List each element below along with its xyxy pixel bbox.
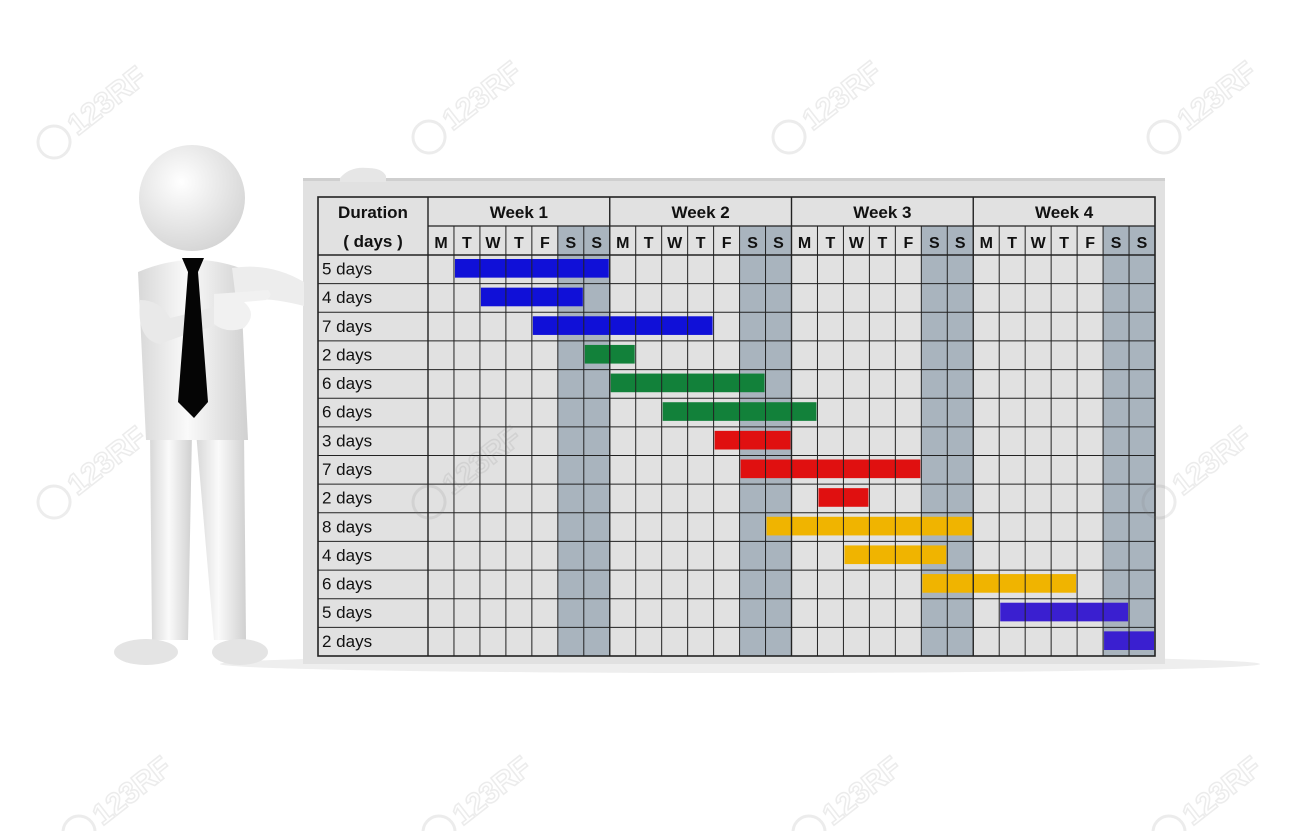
task-duration-label: 3 days xyxy=(322,431,372,450)
watermark-text: 123RF xyxy=(797,55,888,136)
day-letter: T xyxy=(644,235,654,252)
watermark-mark: 123RF xyxy=(421,750,539,831)
week-header: Week 1 xyxy=(490,203,548,222)
figure-left-leg xyxy=(150,432,192,640)
task-duration-label: 2 days xyxy=(322,489,372,508)
board-edge-shade xyxy=(303,178,1165,181)
task-bar xyxy=(740,459,921,479)
day-letter: S xyxy=(929,235,940,252)
day-letter: F xyxy=(903,235,913,252)
presenter-figure xyxy=(114,145,386,665)
watermark-mark: 123RF xyxy=(36,420,154,520)
watermark-text: 123RF xyxy=(87,750,178,831)
week-header: Week 4 xyxy=(1035,203,1094,222)
task-duration-label: 2 days xyxy=(322,632,372,651)
weekend-column xyxy=(1129,226,1155,656)
figure-right-foot xyxy=(212,639,268,665)
watermark-text: 123RF xyxy=(62,420,153,501)
day-letter: S xyxy=(565,235,576,252)
day-letter: M xyxy=(434,235,447,252)
watermark-mark: 123RF xyxy=(771,55,889,155)
watermark-mark: 123RF xyxy=(61,750,179,831)
watermark-text: 123RF xyxy=(62,60,153,141)
watermark-camera-icon xyxy=(61,814,97,831)
watermark-mark: 123RF xyxy=(1146,55,1264,155)
watermark-mark: 123RF xyxy=(411,55,529,155)
task-duration-label: 7 days xyxy=(322,317,372,336)
watermark-camera-icon xyxy=(771,119,807,155)
task-duration-label: 4 days xyxy=(322,288,372,307)
task-duration-label: 5 days xyxy=(322,259,372,278)
day-letter: T xyxy=(1059,235,1069,252)
day-letter: F xyxy=(1085,235,1095,252)
weekend-column xyxy=(1103,226,1130,656)
watermark-camera-icon xyxy=(791,814,827,831)
day-letter: W xyxy=(849,235,865,252)
task-duration-label: 7 days xyxy=(322,460,372,479)
day-letter: S xyxy=(747,235,758,252)
day-letter: S xyxy=(773,235,784,252)
watermark-camera-icon xyxy=(411,484,447,520)
day-letter: S xyxy=(1137,235,1148,252)
day-letter: W xyxy=(667,235,683,252)
task-bar xyxy=(714,430,791,450)
day-letter: S xyxy=(591,235,602,252)
day-letter: S xyxy=(1111,235,1122,252)
task-duration-label: 2 days xyxy=(322,345,372,364)
day-letter: W xyxy=(485,235,501,252)
watermark-mark: 123RF xyxy=(1151,750,1269,831)
day-letter: T xyxy=(514,235,524,252)
day-letter: M xyxy=(798,235,811,252)
watermark-text: 123RF xyxy=(1167,420,1258,501)
figure-right-leg xyxy=(196,432,246,640)
day-letter: M xyxy=(980,235,993,252)
watermark-camera-icon xyxy=(411,119,447,155)
gantt-labels: 5 days 4 days 7 days 2 days 6 days 6 days 3 da… xyxy=(322,203,1148,651)
figure-head xyxy=(139,145,245,251)
watermark-camera-icon xyxy=(421,814,457,831)
day-letter: W xyxy=(1031,235,1047,252)
task-duration-label: 6 days xyxy=(322,403,372,422)
week-header: Week 3 xyxy=(853,203,911,222)
duration-header: Duration xyxy=(338,203,408,222)
figure-pointing-hand xyxy=(214,290,271,331)
watermark-camera-icon xyxy=(36,124,72,160)
task-bar xyxy=(1000,602,1129,622)
weekend-column xyxy=(583,226,610,656)
duration-unit-header: ( days ) xyxy=(343,232,403,251)
watermark-text: 123RF xyxy=(1177,750,1268,831)
watermark-camera-icon xyxy=(1141,484,1177,520)
task-duration-label: 6 days xyxy=(322,575,372,594)
day-letter: M xyxy=(616,235,629,252)
day-letter: T xyxy=(1007,235,1017,252)
figure-hand-on-board xyxy=(340,167,386,182)
task-duration-label: 4 days xyxy=(322,546,372,565)
day-letter: F xyxy=(540,235,550,252)
day-letter: T xyxy=(462,235,472,252)
watermark-text: 123RF xyxy=(437,55,528,136)
watermark-text: 123RF xyxy=(1172,55,1263,136)
watermark-mark: 123RF xyxy=(36,60,154,160)
figure-tie xyxy=(178,258,208,418)
watermark-camera-icon xyxy=(36,484,72,520)
watermark-camera-icon xyxy=(1146,119,1182,155)
day-letter: S xyxy=(955,235,966,252)
watermark-text: 123RF xyxy=(447,750,538,831)
figure-left-foot xyxy=(114,639,178,665)
watermark-camera-icon xyxy=(1151,814,1187,831)
day-letter: T xyxy=(877,235,887,252)
gantt-grid xyxy=(317,196,1156,657)
task-duration-label: 8 days xyxy=(322,517,372,536)
day-letter: T xyxy=(696,235,706,252)
task-duration-label: 5 days xyxy=(322,603,372,622)
task-duration-label: 6 days xyxy=(322,374,372,393)
watermark-mark: 123RF xyxy=(791,750,909,831)
day-letter: T xyxy=(826,235,836,252)
week-header: Week 2 xyxy=(671,203,729,222)
task-bar xyxy=(532,316,713,335)
day-letter: F xyxy=(722,235,732,252)
watermark-text: 123RF xyxy=(817,750,908,831)
